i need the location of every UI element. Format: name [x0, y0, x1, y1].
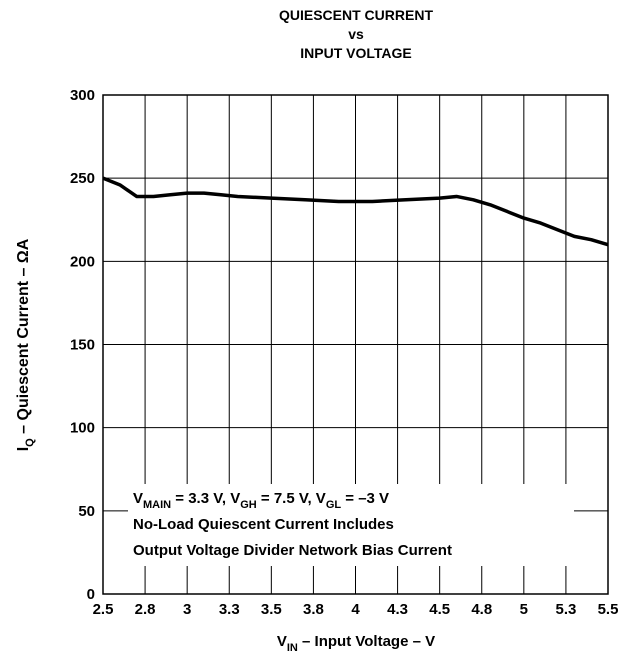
annotation: No-Load Quiescent Current Includes — [133, 516, 394, 533]
y-tick-label: 50 — [78, 503, 95, 520]
text-part: V — [277, 633, 287, 650]
x-tick-label: 4 — [351, 601, 360, 618]
y-tick-label: 100 — [70, 420, 95, 437]
y-tick-label: 250 — [70, 170, 95, 187]
text-part: = –3 V — [341, 490, 389, 507]
x-tick-label: 5.3 — [555, 601, 576, 618]
chart-title: vs — [348, 26, 364, 42]
y-tick-label: 300 — [70, 87, 95, 104]
chart-title: INPUT VOLTAGE — [300, 45, 411, 61]
y-tick-label: 150 — [70, 337, 95, 354]
subscript: MAIN — [143, 499, 171, 511]
subscript: IN — [287, 642, 298, 654]
x-tick-label: 4.8 — [471, 601, 492, 618]
y-axis-label: IQ – Quiescent Current – ΩA — [15, 238, 36, 451]
subscript: GH — [240, 499, 257, 511]
x-axis-label: VIN – Input Voltage – V — [277, 633, 435, 654]
x-tick-label: 3.5 — [261, 601, 282, 618]
text-part: No-Load Quiescent Current Includes — [133, 516, 394, 533]
text-part: – Quiescent Current – ΩA — [15, 238, 32, 438]
x-tick-label: 2.8 — [135, 601, 156, 618]
y-tick-label: 0 — [87, 586, 95, 603]
x-tick-label: 5.5 — [598, 601, 619, 618]
annotation-box — [128, 484, 574, 566]
subscript: Q — [24, 438, 36, 447]
x-tick-label: 4.3 — [387, 601, 408, 618]
plot-frame — [102, 94, 609, 595]
data-line — [102, 176, 609, 247]
text-part: = 7.5 V, V — [257, 490, 326, 507]
x-tick-label: 2.5 — [93, 601, 114, 618]
text-part: I — [15, 447, 32, 451]
x-tick-label: 3.3 — [219, 601, 240, 618]
text-part: – Input Voltage – V — [298, 633, 435, 650]
text-part: Output Voltage Divider Network Bias Curr… — [133, 542, 452, 559]
annotation: VMAIN = 3.3 V, VGH = 7.5 V, VGL = –3 V — [133, 490, 389, 511]
x-tick-label: 3 — [183, 601, 191, 618]
y-tick-label: 200 — [70, 253, 95, 270]
x-tick-label: 3.8 — [303, 601, 324, 618]
x-tick-label: 5 — [520, 601, 528, 618]
text-part: = 3.3 V, V — [171, 490, 240, 507]
chart-title: QUIESCENT CURRENT — [279, 7, 433, 23]
x-tick-label: 4.5 — [429, 601, 450, 618]
subscript: GL — [326, 499, 342, 511]
text-part: V — [133, 490, 143, 507]
annotation: Output Voltage Divider Network Bias Curr… — [133, 542, 452, 559]
